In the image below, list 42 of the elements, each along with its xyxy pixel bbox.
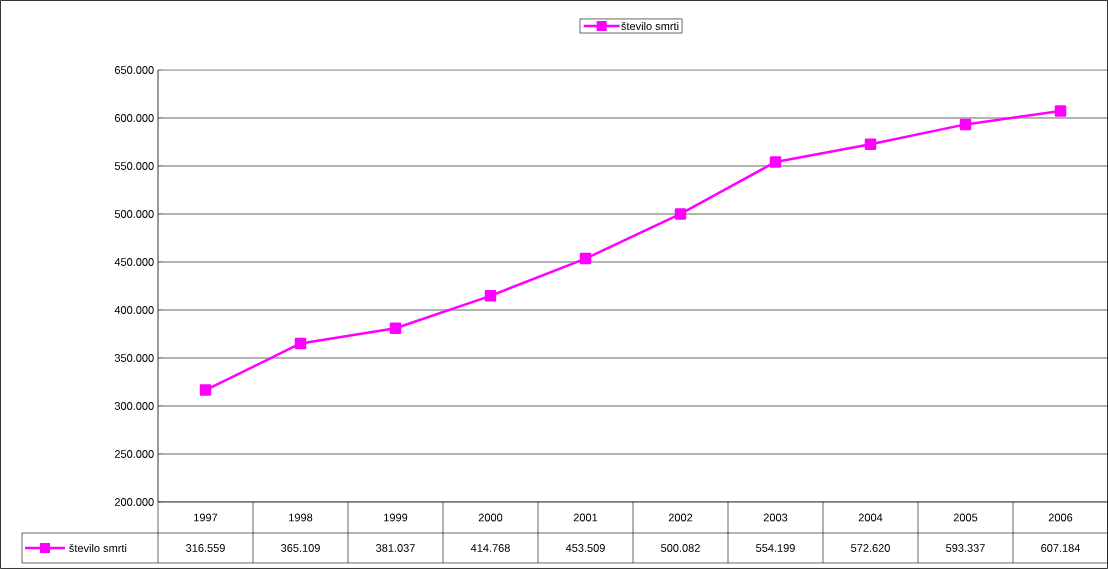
x-tick-label: 1997 (194, 513, 218, 522)
x-tick-label: 2006 (1048, 513, 1073, 522)
text: število smrti (69, 543, 127, 553)
y-tick-label: 400.000 (114, 306, 154, 314)
text: 593.337 (946, 544, 985, 552)
point (484, 290, 497, 302)
x-tick-label: 2001 (573, 513, 598, 522)
text: 381.037 (376, 544, 415, 552)
x-tick-label: 1998 (289, 513, 313, 522)
y-tick-label: 550.000 (114, 162, 154, 170)
text: 365.109 (281, 544, 320, 552)
x-tick-label: 1999 (384, 513, 408, 522)
x-tick-label: 2004 (858, 513, 883, 522)
text: 414.768 (470, 544, 510, 552)
point (674, 208, 687, 220)
x-tick-label: 2003 (763, 513, 788, 522)
point (199, 384, 212, 396)
point (389, 322, 402, 334)
text: 453.509 (565, 544, 605, 552)
x-tick-label: 2005 (953, 513, 978, 522)
y-tick-label: 200.000 (114, 498, 154, 506)
y-tick-label: 600.000 (114, 114, 154, 122)
text: 607.184 (1041, 544, 1081, 552)
y-tick-label: 300.000 (114, 402, 154, 410)
legend-label: število smrti (621, 21, 679, 31)
point (864, 138, 877, 151)
point (294, 337, 307, 350)
x-tick-label: 2000 (478, 513, 503, 522)
y-tick-label: 350.000 (114, 354, 154, 362)
text: 554.199 (756, 544, 795, 552)
text: 500.082 (661, 544, 700, 552)
point (769, 156, 782, 168)
y-tick-label: 500.000 (114, 210, 154, 218)
y-tick-label: 450.000 (114, 258, 154, 266)
text: 572.620 (851, 544, 890, 552)
y-tick-label: 250.000 (114, 450, 154, 458)
x-tick-label: 2002 (668, 513, 693, 522)
text: 316.559 (186, 544, 225, 552)
point (1054, 105, 1067, 117)
y-tick-label: 650.000 (114, 66, 154, 74)
point (959, 118, 972, 131)
point (579, 252, 592, 265)
